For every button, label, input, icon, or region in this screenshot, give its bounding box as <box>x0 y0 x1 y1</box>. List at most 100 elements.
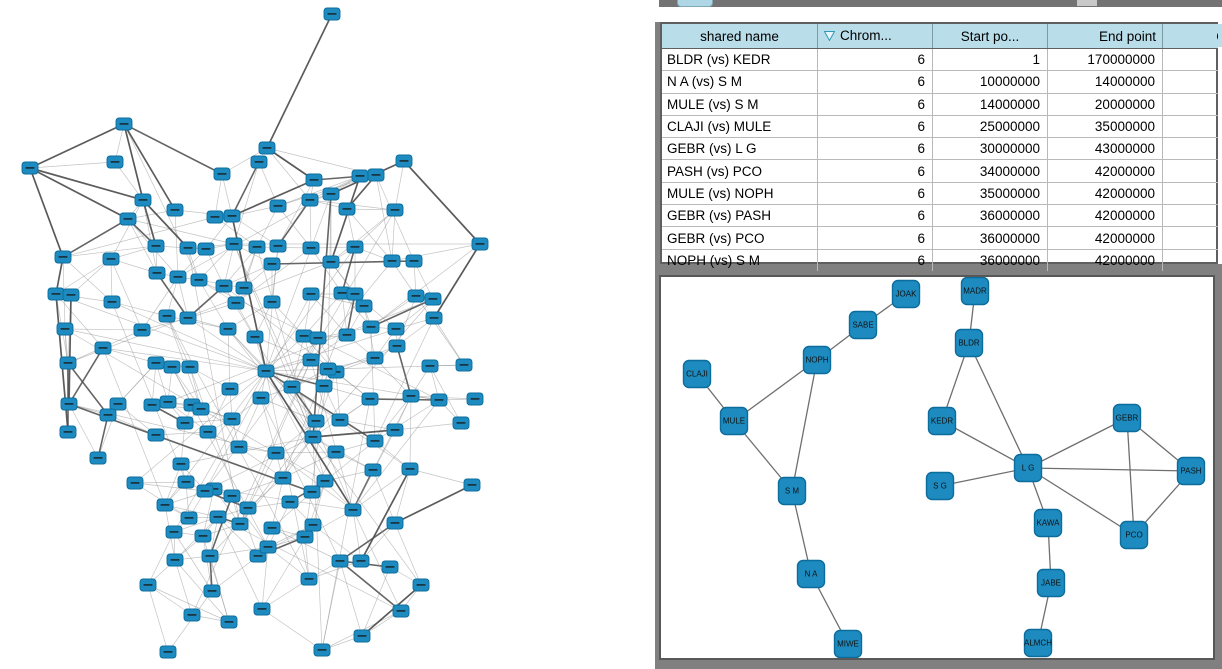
network-node[interactable] <box>94 341 112 355</box>
network-node[interactable] <box>386 203 404 217</box>
subnetwork-node-kawa[interactable]: KAWA <box>1033 508 1063 538</box>
network-node[interactable] <box>223 209 241 223</box>
network-node[interactable] <box>106 155 124 169</box>
network-node[interactable] <box>165 525 183 539</box>
subnetwork-node-box[interactable] <box>925 471 955 501</box>
network-node[interactable] <box>156 498 174 512</box>
table-row[interactable]: NOPH (vs) S M636000000420000009.9 <box>662 248 1222 271</box>
subnetwork-node-box[interactable] <box>833 629 863 658</box>
network-node[interactable] <box>213 167 231 181</box>
network-node[interactable] <box>323 7 341 21</box>
network-node[interactable] <box>327 445 345 459</box>
network-node[interactable] <box>303 485 321 499</box>
network-node[interactable] <box>471 237 489 251</box>
network-node[interactable] <box>147 239 165 253</box>
table-row[interactable]: N A (vs) S M610000000140000006.6 <box>662 70 1222 94</box>
subnetwork-node-kedr[interactable]: KEDR <box>927 406 957 436</box>
network-node[interactable] <box>331 554 349 568</box>
network-node[interactable] <box>227 296 245 310</box>
network-node[interactable] <box>176 416 194 430</box>
network-node[interactable] <box>235 281 253 295</box>
network-node[interactable] <box>412 578 430 592</box>
subnetwork-edge[interactable] <box>1027 417 1128 469</box>
subnetwork-node-box[interactable] <box>891 279 921 309</box>
subnetwork-edge[interactable] <box>1126 417 1135 536</box>
network-node[interactable] <box>103 295 121 309</box>
network-node[interactable] <box>201 549 219 563</box>
network-node[interactable] <box>102 252 120 266</box>
network-node[interactable] <box>425 311 443 325</box>
network-node[interactable] <box>407 289 425 303</box>
network-node[interactable] <box>248 240 266 254</box>
network-node[interactable] <box>361 392 379 406</box>
network-node[interactable] <box>172 457 190 471</box>
network-node[interactable] <box>313 643 331 657</box>
subnetwork-node-box[interactable] <box>719 406 749 436</box>
network-node[interactable] <box>183 608 201 622</box>
network-node[interactable] <box>109 397 127 411</box>
column-header-sharedname[interactable]: shared name <box>662 24 818 49</box>
network-node[interactable] <box>421 359 439 373</box>
network-node[interactable] <box>381 560 399 574</box>
network-node[interactable] <box>301 193 319 207</box>
network-node[interactable] <box>196 484 214 498</box>
network-node[interactable] <box>305 173 323 187</box>
subnetwork-node-box[interactable] <box>1023 628 1053 658</box>
subnetwork-node-box[interactable] <box>1112 403 1142 433</box>
subnetwork-node-pash[interactable]: PASH <box>1176 456 1206 486</box>
network-node[interactable] <box>148 266 166 280</box>
network-node[interactable] <box>119 212 137 226</box>
network-node[interactable] <box>430 393 448 407</box>
network-node[interactable] <box>257 364 275 378</box>
network-node[interactable] <box>362 320 380 334</box>
network-node[interactable] <box>315 379 333 393</box>
network-node[interactable] <box>322 187 340 201</box>
network-node[interactable] <box>388 339 406 353</box>
network-node[interactable] <box>203 584 221 598</box>
network-node[interactable] <box>246 330 264 344</box>
subnetwork-node-box[interactable] <box>802 345 832 375</box>
network-node[interactable] <box>263 295 281 309</box>
subnetwork-node-na[interactable]: N A <box>796 559 826 589</box>
subnetwork-node-gebr[interactable]: GEBR <box>1112 403 1142 433</box>
subnetwork-node-sabe[interactable]: SABE <box>848 310 878 340</box>
network-node[interactable] <box>331 413 349 427</box>
network-node[interactable] <box>159 645 177 659</box>
network-node[interactable] <box>231 517 249 531</box>
network-node[interactable] <box>296 530 314 544</box>
network-node[interactable] <box>322 255 340 269</box>
network-node[interactable] <box>344 503 362 517</box>
column-header-chrom[interactable]: Chrom... <box>817 24 933 49</box>
network-node[interactable] <box>181 360 199 374</box>
network-node[interactable] <box>143 398 161 412</box>
subnetwork-node-mule[interactable]: MULE <box>719 406 749 436</box>
network-node[interactable] <box>89 451 107 465</box>
network-node[interactable] <box>367 168 385 182</box>
main-network-canvas[interactable] <box>0 0 655 669</box>
network-node[interactable] <box>134 193 152 207</box>
subnetwork-node-box[interactable] <box>960 277 990 306</box>
network-node[interactable] <box>352 554 370 568</box>
network-node[interactable] <box>192 402 210 416</box>
network-node[interactable] <box>263 521 281 535</box>
network-node[interactable] <box>269 239 287 253</box>
network-node[interactable] <box>197 242 215 256</box>
network-node[interactable] <box>383 254 401 268</box>
subnetwork-node-box[interactable] <box>927 406 957 436</box>
network-node[interactable] <box>221 382 239 396</box>
subnetwork-edge[interactable] <box>1027 467 1135 536</box>
network-node[interactable] <box>346 240 364 254</box>
column-header-endpoint[interactable]: End point <box>1047 24 1163 49</box>
table-row[interactable]: MULE (vs) S M614000000200000007.5 <box>662 92 1222 116</box>
network-node[interactable] <box>346 287 364 301</box>
subnetwork-edge[interactable] <box>1027 467 1192 472</box>
network-node[interactable] <box>215 279 233 293</box>
table-row[interactable]: CLAJI (vs) MULE625000000350000005.9 <box>662 114 1222 138</box>
sub-network-canvas[interactable]: JOAK SABE NOPH CLAJI MULE S M N A MIWE MADR BLDR K… <box>659 275 1215 660</box>
network-node[interactable] <box>169 270 187 284</box>
filter-funnel-icon[interactable] <box>823 29 836 44</box>
network-node[interactable] <box>158 309 176 323</box>
network-node[interactable] <box>223 489 241 503</box>
subnetwork-edge[interactable] <box>733 359 818 422</box>
subnetwork-node-box[interactable] <box>682 359 712 389</box>
